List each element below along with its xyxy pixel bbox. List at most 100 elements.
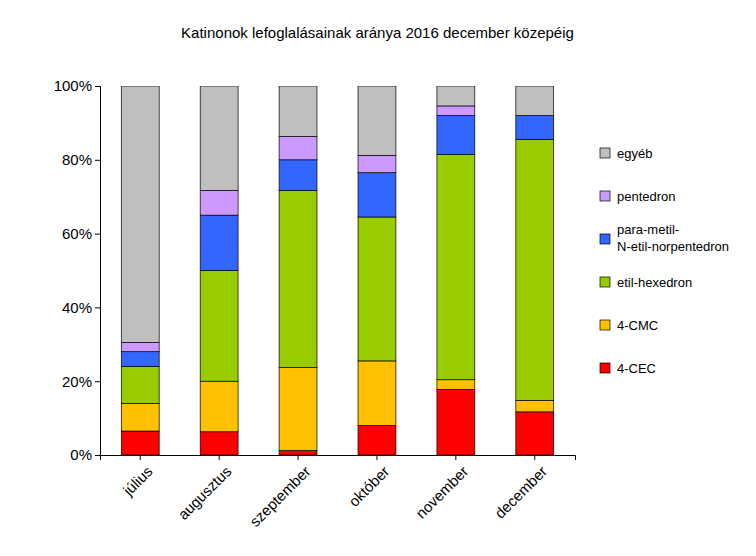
series (121, 140, 553, 404)
bar (121, 342, 159, 351)
series (121, 361, 553, 451)
x-tick: augusztus (174, 455, 234, 523)
legend-label: egyéb (617, 146, 652, 161)
x-tick-label: szeptember (246, 462, 313, 529)
bar (121, 352, 159, 367)
x-tick: szeptember (246, 455, 313, 530)
x-axis: július augusztusszeptember október november… (101, 455, 576, 530)
x-tick-label: december (491, 462, 550, 521)
y-tick: 40% (62, 299, 100, 316)
bar (279, 368, 317, 451)
bar (200, 381, 238, 432)
bar (437, 106, 475, 116)
legend: egyéb pentedron para-metil-N-etil-norpente… (600, 146, 729, 376)
bar (516, 86, 554, 116)
y-axis-line (95, 87, 101, 456)
bar (200, 271, 238, 382)
bar (200, 432, 238, 455)
legend-item: 4-CEC (600, 361, 656, 376)
legend-swatch (600, 277, 610, 287)
bar (358, 173, 396, 217)
bar (516, 116, 554, 140)
y-tick-label: 20% (62, 373, 92, 390)
x-axis-line (101, 456, 576, 461)
legend-item: 4-CMC (600, 318, 658, 333)
series (121, 389, 553, 455)
series (121, 116, 553, 367)
y-tick-mark (95, 381, 100, 382)
legend-swatch (600, 363, 610, 373)
bar (437, 389, 475, 455)
y-tick-label: 100% (54, 77, 92, 94)
bar (121, 86, 159, 342)
x-tick-mark (376, 455, 377, 460)
bar (279, 160, 317, 191)
y-tick-label: 0% (70, 446, 92, 463)
bar (121, 366, 159, 403)
y-tick-label: 60% (62, 225, 92, 242)
y-tick-label: 80% (62, 151, 92, 168)
bar (200, 215, 238, 270)
legend-swatch (600, 234, 610, 244)
x-tick-mark (140, 455, 141, 460)
x-tick-mark (298, 455, 299, 460)
title: Katinonok lefoglalásainak aránya 2016 de… (181, 24, 574, 41)
legend-swatch (600, 191, 610, 201)
y-axis: 0% 20% 40% 60% 80% 100% (54, 77, 101, 463)
y-tick-mark (95, 455, 100, 456)
x-tick: november (412, 455, 471, 522)
bar (437, 155, 475, 380)
legend-label: 4-CEC (617, 361, 656, 376)
legend-swatch (600, 148, 610, 158)
y-tick-mark (95, 86, 100, 87)
series (121, 86, 553, 342)
bar (279, 451, 317, 455)
y-tick: 100% (54, 77, 100, 94)
x-tick: október (345, 455, 392, 510)
bar (121, 403, 159, 431)
bar (279, 86, 317, 137)
x-tick: december (491, 455, 550, 522)
legend-item: egyéb (600, 146, 652, 161)
bar (516, 400, 554, 411)
bar (358, 217, 396, 361)
legend-label: etil-hexedron (617, 275, 692, 290)
legend-swatch (600, 320, 610, 330)
x-tick-label: július (119, 462, 156, 499)
bar (358, 425, 396, 455)
y-tick: 60% (62, 225, 100, 242)
bar (121, 431, 159, 455)
x-tick-label: augusztus (174, 462, 234, 522)
y-tick-mark (95, 160, 100, 161)
bar (279, 190, 317, 367)
y-tick: 80% (62, 151, 100, 168)
y-tick-mark (95, 234, 100, 235)
x-tick-label: november (412, 462, 471, 521)
bar (200, 190, 238, 215)
chart: Katinonok lefoglalásainak aránya 2016 de… (0, 0, 756, 556)
legend-label: pentedron (617, 189, 676, 204)
series (121, 106, 474, 352)
x-tick-mark (455, 455, 456, 460)
bar (358, 155, 396, 172)
x-tick-mark (219, 455, 220, 460)
legend-label: 4-CMC (617, 318, 658, 333)
x-tick-mark (534, 455, 535, 460)
bar (437, 116, 475, 155)
bar (516, 412, 554, 455)
bar (358, 86, 396, 155)
y-tick-mark (95, 307, 100, 308)
bar (200, 86, 238, 190)
legend-item: etil-hexedron (600, 275, 692, 290)
legend-item: para-metil-N-etil-norpentedron (600, 222, 729, 253)
y-tick: 20% (62, 373, 100, 390)
x-tick: július (119, 455, 156, 499)
y-tick: 0% (70, 446, 100, 463)
bar (516, 140, 554, 401)
legend-item: pentedron (600, 189, 676, 204)
bar (437, 380, 475, 390)
x-tick-label: október (345, 462, 392, 509)
bar (279, 137, 317, 160)
y-tick-label: 40% (62, 299, 92, 316)
bars (121, 86, 553, 455)
